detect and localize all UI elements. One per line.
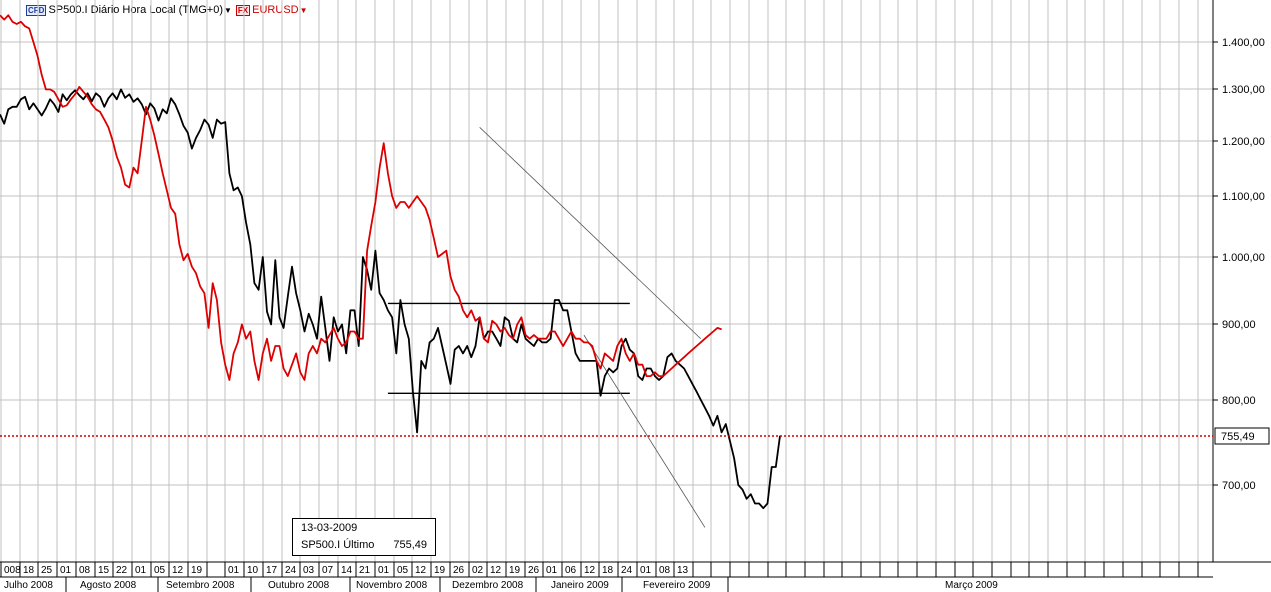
x-month-label: Dezembro 2008 [452,580,524,591]
cfd-badge: CFD [26,4,47,16]
x-day-label: 25 [41,565,53,576]
crosshair-info-box: 13-03-2009 SP500.I Último 755,49 [292,518,436,556]
trend-line [479,127,702,340]
x-day-label: 05 [154,565,166,576]
x-month-label: Novembro 2008 [356,580,428,591]
x-day-label: 03 [303,565,315,576]
x-day-label: 18 [602,565,614,576]
y-tick-label: 1.300,00 [1222,84,1265,96]
eurusd-series-line [0,14,722,381]
x-month-label: Agosto 2008 [80,580,137,591]
x-day-label: 10 [247,565,259,576]
x-day-label: 18 [23,565,35,576]
x-day-label: 12 [415,565,427,576]
x-day-label: 24 [621,565,633,576]
x-day-label: 06 [565,565,577,576]
dropdown-arrow-icon[interactable]: ▼ [299,5,308,15]
x-day-label: 19 [509,565,521,576]
sp500-series-label[interactable]: SP500.I Diário Hora Local (TMG+0) [48,4,223,16]
x-day-label: 22 [116,565,128,576]
dropdown-arrow-icon[interactable]: ▼ [224,5,232,15]
x-day-label: 008 [4,565,21,576]
x-day-label: 01 [60,565,72,576]
x-day-label: 19 [191,565,203,576]
last-price-label: 755,49 [1221,431,1255,443]
x-day-label: 26 [453,565,465,576]
info-value: 755,49 [393,539,427,551]
trend-line [583,334,706,528]
y-tick-label: 1.000,00 [1222,252,1265,264]
x-day-label: 01 [546,565,558,576]
x-day-label: 01 [378,565,390,576]
x-day-label: 12 [584,565,596,576]
x-day-label: 08 [659,565,671,576]
y-tick-label: 900,00 [1222,319,1256,331]
x-month-label: Fevereiro 2009 [643,580,711,591]
x-day-label: 12 [490,565,502,576]
y-tick-label: 1.100,00 [1222,191,1265,203]
x-day-label: 01 [640,565,652,576]
eurusd-series-label[interactable]: EURUSD [252,4,299,16]
x-day-label: 01 [228,565,240,576]
sp500-series-line [0,88,781,510]
last-price-box [1214,427,1270,445]
x-day-label: 05 [397,565,409,576]
x-day-label: 12 [172,565,184,576]
x-month-label: Julho 2008 [4,580,53,591]
x-day-label: 17 [266,565,278,576]
x-day-label: 13 [677,565,689,576]
x-day-label: 19 [434,565,446,576]
x-month-label: Outubro 2008 [268,580,330,591]
legend: CFD SP500.I Diário Hora Local (TMG+0) ▼ … [26,3,312,17]
y-tick-label: 1.200,00 [1222,136,1265,148]
info-date: 13-03-2009 [301,522,358,534]
x-day-label: 07 [322,565,334,576]
x-day-label: 26 [528,565,540,576]
x-day-label: 08 [79,565,91,576]
x-month-label: Janeiro 2009 [551,580,609,591]
x-day-label: 15 [98,565,110,576]
y-tick-label: 1.400,00 [1222,37,1265,49]
x-day-label: 24 [285,565,297,576]
info-label: SP500.I Último [301,539,375,551]
y-tick-label: 800,00 [1222,395,1256,407]
x-month-label: Setembro 2008 [166,580,235,591]
x-day-label: 01 [135,565,147,576]
fx-badge: FX [235,4,251,16]
y-tick-label: 700,00 [1222,480,1256,492]
x-day-label: 14 [341,565,353,576]
x-day-label: 02 [472,565,484,576]
x-month-label: Março 2009 [945,580,998,591]
x-day-label: 21 [359,565,371,576]
